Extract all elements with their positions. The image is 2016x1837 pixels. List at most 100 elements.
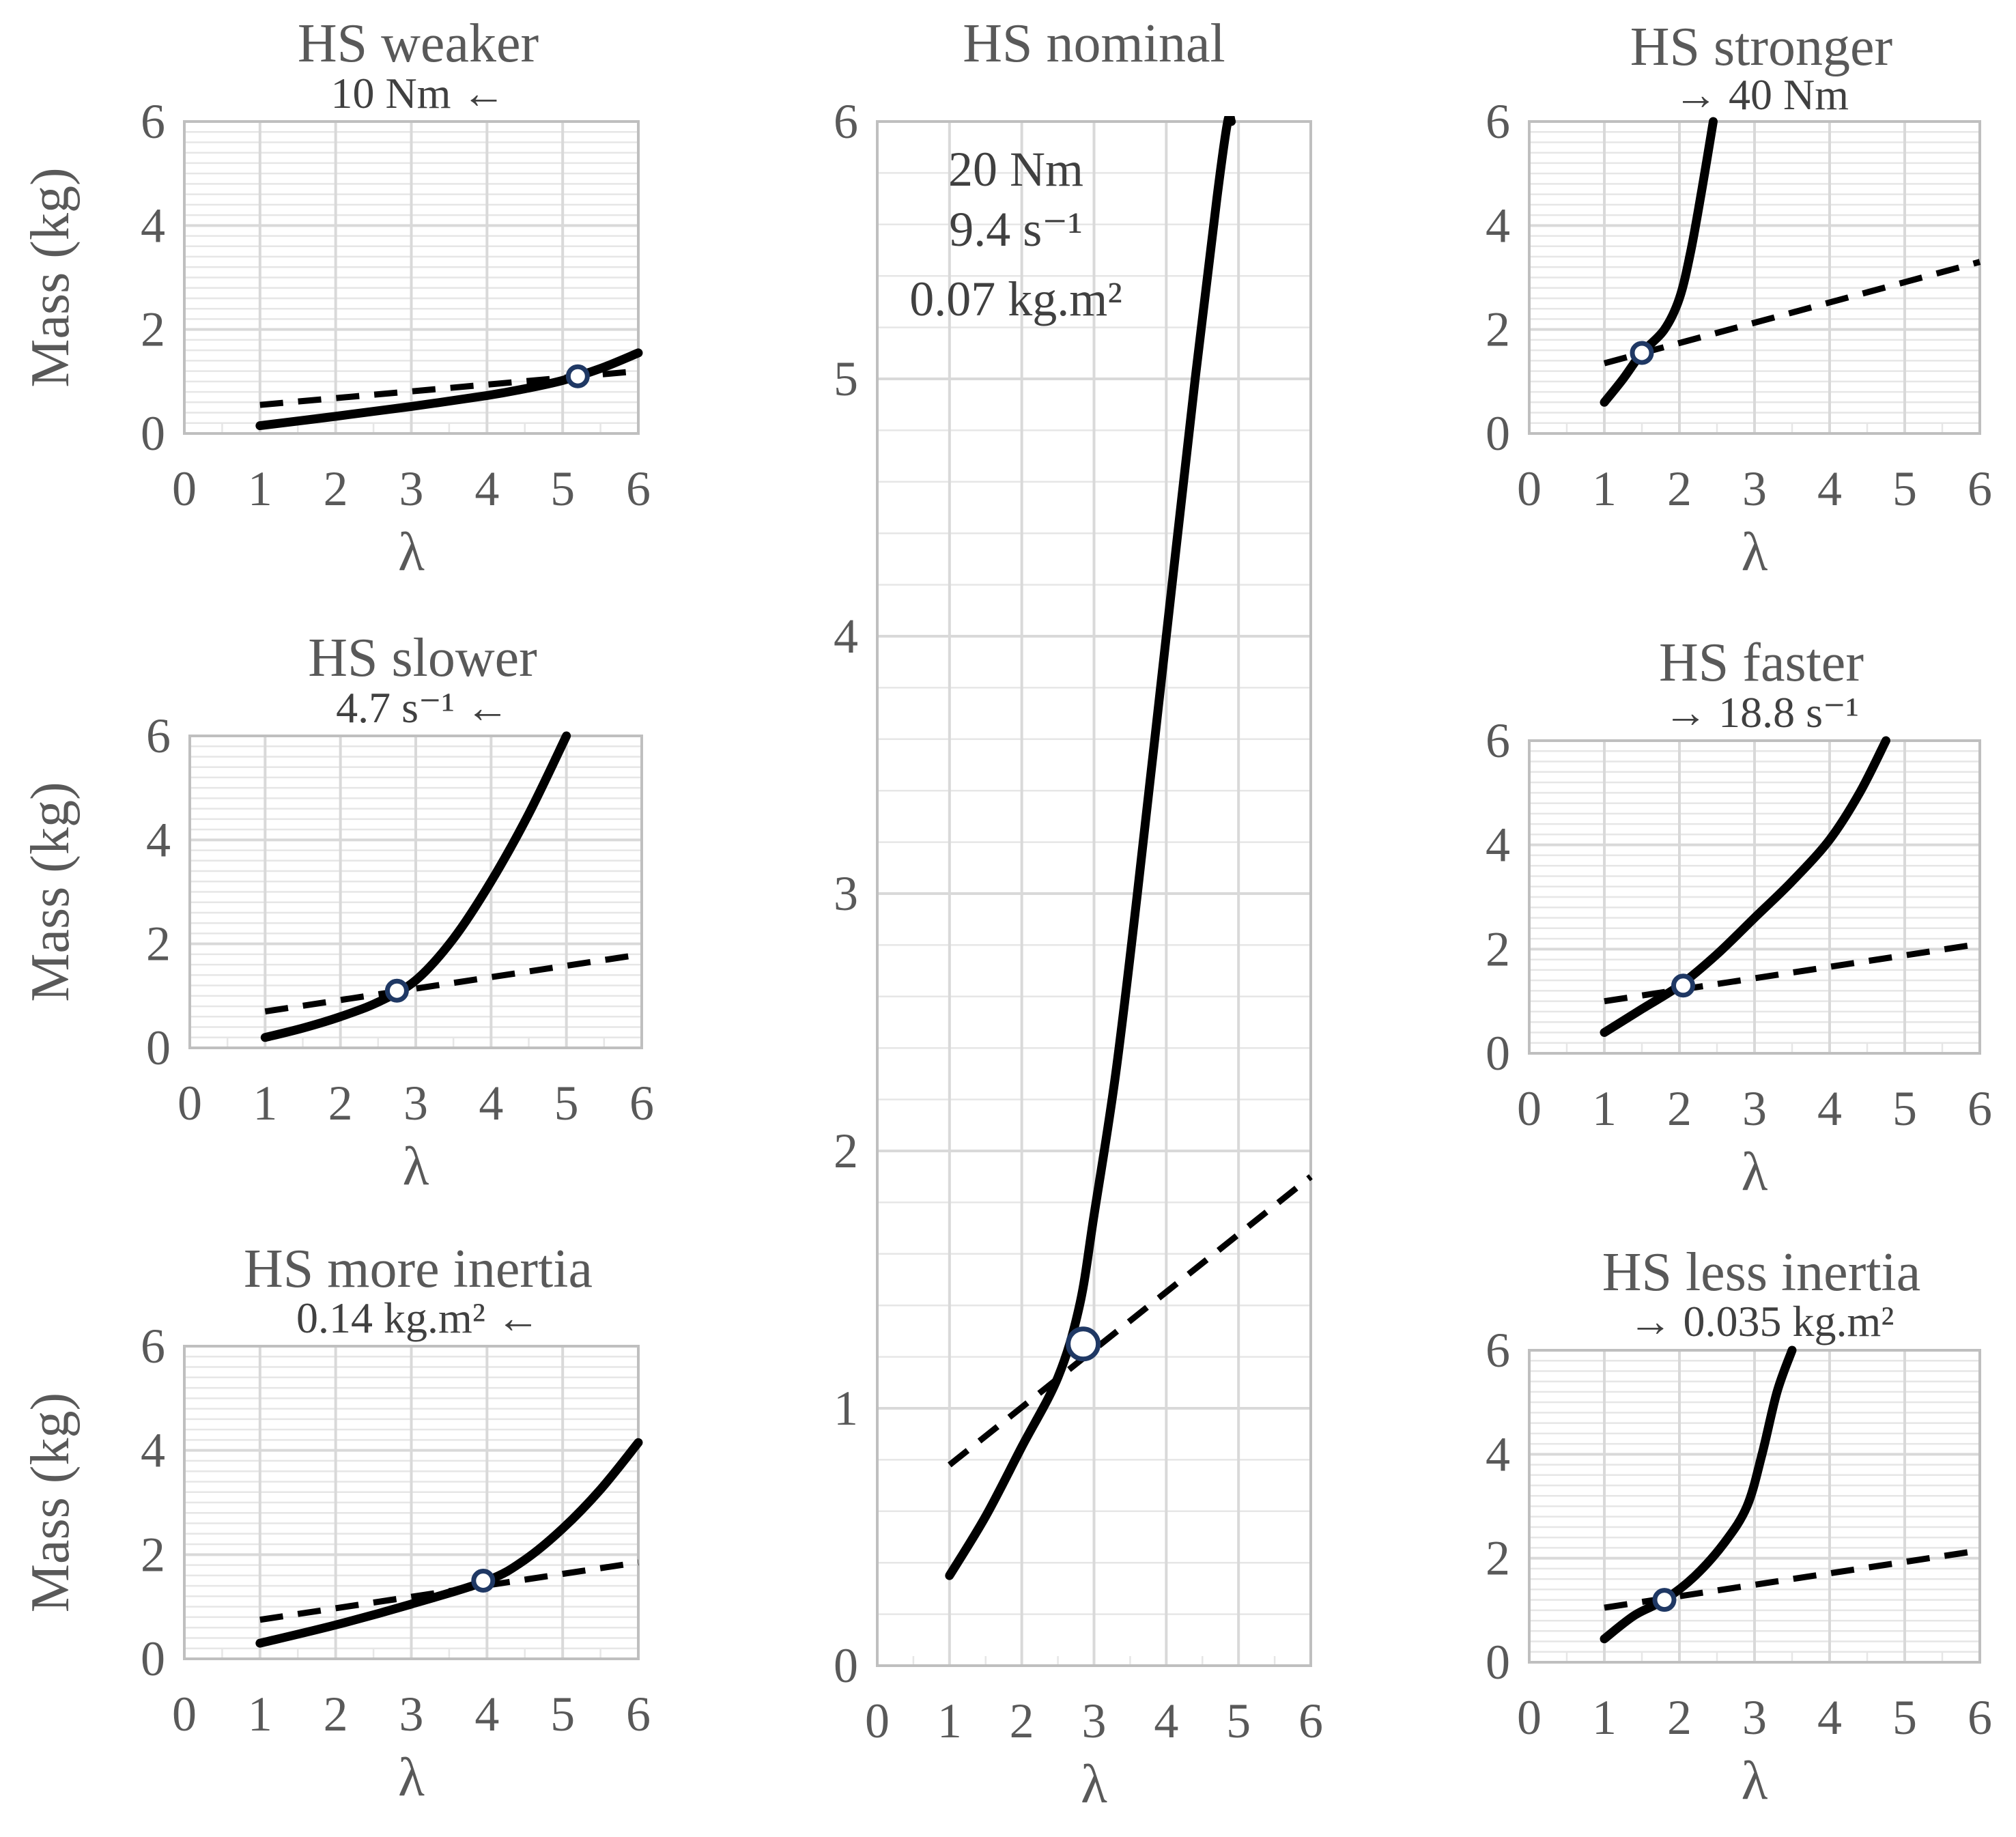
panel-subtitle: → 18.8 s⁻¹ bbox=[1664, 688, 1859, 737]
mass-curve-dashed bbox=[1603, 259, 1981, 367]
panel-subtitle: → 40 Nm bbox=[1674, 70, 1849, 119]
panel-title: HS less inertia bbox=[1602, 1242, 1921, 1302]
panel-title: HS slower bbox=[308, 628, 537, 688]
y-tick-label: 4 bbox=[1486, 1427, 1510, 1481]
y-tick-label: 6 bbox=[834, 94, 858, 149]
intersection-marker bbox=[1066, 1326, 1101, 1362]
mass-curve-solid bbox=[1600, 117, 1718, 407]
x-tick-label: 6 bbox=[629, 1076, 654, 1130]
x-axis-label: λ bbox=[398, 522, 425, 582]
y-tick-label: 0 bbox=[1486, 406, 1510, 461]
x-tick-label: 0 bbox=[172, 1687, 197, 1741]
x-tick-label: 3 bbox=[1742, 1081, 1767, 1136]
x-tick-label: 1 bbox=[253, 1076, 277, 1130]
x-tick-label: 2 bbox=[324, 1687, 348, 1741]
y-tick-label: 6 bbox=[146, 709, 171, 763]
x-tick-label: 2 bbox=[324, 461, 348, 516]
x-axis-label: λ bbox=[1742, 522, 1768, 582]
mass-curve-dashed bbox=[259, 1559, 639, 1623]
mass-curve-dashed bbox=[948, 1174, 1313, 1468]
panel-subtitle: 10 Nm ← bbox=[331, 69, 506, 117]
x-tick-label: 1 bbox=[937, 1694, 962, 1748]
x-tick-label: 5 bbox=[1892, 1081, 1917, 1136]
plot-area bbox=[1528, 1349, 1981, 1664]
panel-title: HS more inertia bbox=[244, 1239, 593, 1299]
parameter-annotation: 20 Nm bbox=[948, 142, 1083, 197]
mass-curve-dashed bbox=[1604, 941, 1980, 1005]
x-tick-label: 1 bbox=[1592, 461, 1617, 516]
x-axis-label: λ bbox=[1081, 1754, 1107, 1814]
y-tick-label: 6 bbox=[1486, 1323, 1510, 1378]
intersection-marker bbox=[565, 364, 590, 388]
x-tick-label: 2 bbox=[1667, 1690, 1692, 1745]
x-axis-label: λ bbox=[398, 1748, 425, 1808]
y-tick-label: 4 bbox=[141, 1423, 165, 1478]
x-tick-label: 6 bbox=[1968, 461, 1992, 516]
y-tick-label: 0 bbox=[141, 1632, 165, 1686]
y-tick-label: 2 bbox=[146, 917, 171, 971]
y-tick-label: 0 bbox=[1486, 1635, 1510, 1690]
x-tick-label: 2 bbox=[1667, 461, 1692, 516]
x-tick-label: 6 bbox=[626, 461, 651, 516]
mass-curve-solid bbox=[255, 1438, 643, 1648]
y-axis-label: Mass (kg) bbox=[20, 167, 81, 387]
x-tick-label: 0 bbox=[1517, 1690, 1542, 1745]
intersection-marker bbox=[1671, 973, 1695, 998]
x-tick-label: 6 bbox=[1298, 1694, 1323, 1748]
x-tick-label: 0 bbox=[1517, 1081, 1542, 1136]
mass-curve-solid bbox=[255, 348, 643, 431]
parameter-annotation: 0.07 kg.m² bbox=[909, 272, 1122, 326]
y-tick-label: 4 bbox=[834, 609, 858, 664]
x-tick-label: 3 bbox=[399, 1687, 424, 1741]
y-tick-label: 2 bbox=[1486, 922, 1510, 976]
x-tick-label: 0 bbox=[865, 1694, 890, 1748]
y-tick-label: 4 bbox=[1486, 198, 1510, 253]
x-tick-label: 3 bbox=[1742, 1690, 1767, 1745]
y-tick-label: 2 bbox=[1486, 1531, 1510, 1586]
y-tick-label: 2 bbox=[141, 1527, 165, 1582]
y-tick-label: 4 bbox=[141, 198, 165, 253]
x-tick-label: 1 bbox=[248, 1687, 272, 1741]
x-tick-label: 2 bbox=[1667, 1081, 1692, 1136]
intersection-marker bbox=[384, 978, 409, 1003]
x-axis-label: λ bbox=[403, 1137, 429, 1197]
plot-area bbox=[1528, 739, 1981, 1055]
x-tick-label: 5 bbox=[554, 1076, 579, 1130]
plot-area bbox=[183, 120, 640, 435]
x-axis-label: λ bbox=[1742, 1142, 1768, 1202]
intersection-marker bbox=[1652, 1588, 1677, 1612]
plot-area bbox=[188, 735, 643, 1049]
x-tick-label: 0 bbox=[172, 461, 197, 516]
y-tick-label: 0 bbox=[141, 406, 165, 461]
plot-area bbox=[1528, 120, 1981, 435]
y-tick-label: 6 bbox=[1486, 713, 1510, 768]
y-tick-label: 2 bbox=[1486, 302, 1510, 357]
parameter-annotation: 9.4 s⁻¹ bbox=[949, 202, 1083, 257]
mass-curve-solid bbox=[260, 731, 571, 1042]
x-tick-label: 3 bbox=[399, 461, 424, 516]
x-tick-label: 5 bbox=[1226, 1694, 1251, 1748]
x-tick-label: 4 bbox=[1817, 1081, 1842, 1136]
x-tick-label: 4 bbox=[1817, 461, 1842, 516]
plot-area bbox=[876, 120, 1312, 1667]
mass-curve-dashed bbox=[264, 951, 642, 1015]
panel-title: HS nominal bbox=[963, 14, 1225, 74]
panel-subtitle: 4.7 s⁻¹ ← bbox=[336, 683, 509, 732]
panel-title: HS stronger bbox=[1630, 17, 1892, 77]
x-tick-label: 0 bbox=[178, 1076, 202, 1130]
x-tick-label: 0 bbox=[1517, 461, 1542, 516]
y-tick-label: 5 bbox=[834, 352, 858, 406]
y-tick-label: 4 bbox=[146, 812, 171, 867]
x-tick-label: 3 bbox=[403, 1076, 428, 1130]
mass-curve-solid bbox=[1600, 736, 1890, 1037]
y-tick-label: 6 bbox=[1486, 94, 1510, 149]
y-tick-label: 0 bbox=[1486, 1026, 1510, 1081]
x-tick-label: 5 bbox=[1892, 461, 1917, 516]
